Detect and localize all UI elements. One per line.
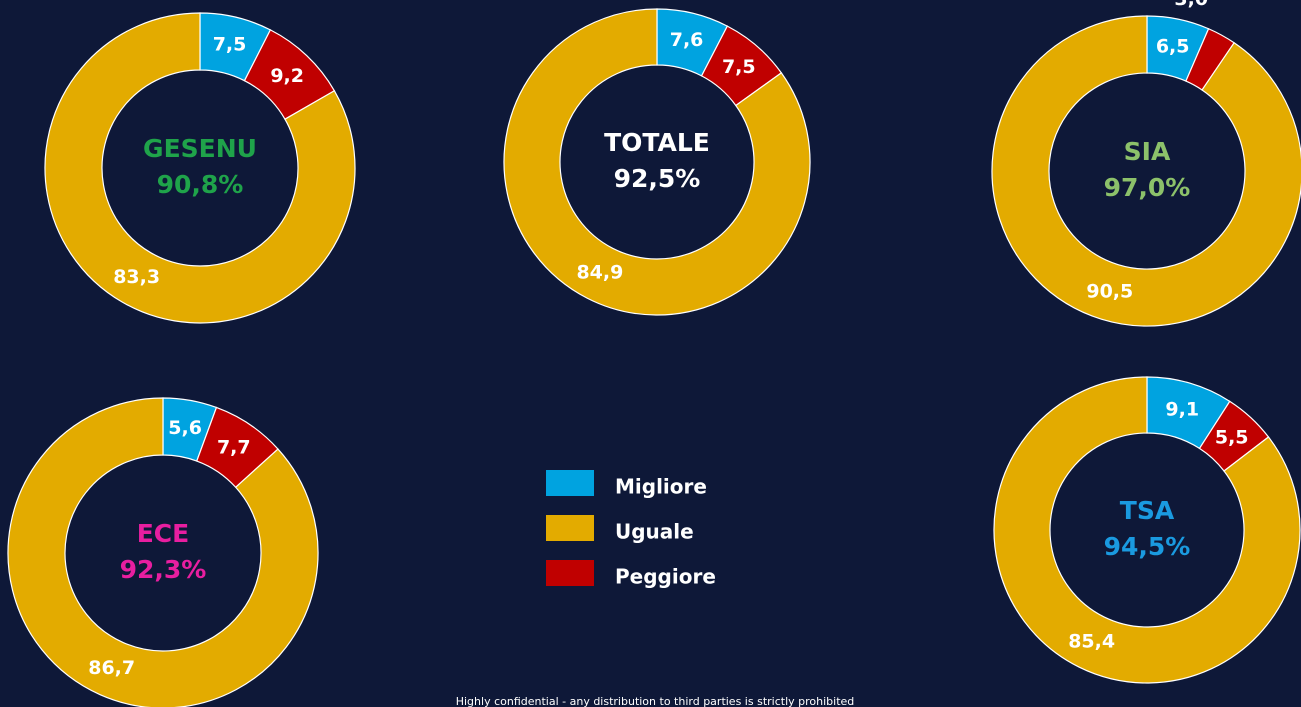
- center-value: 92,3%: [120, 555, 207, 584]
- value-label: 9,2: [270, 65, 304, 87]
- center-value: 90,8%: [157, 170, 244, 199]
- donut-slice: [993, 376, 1301, 684]
- donut-slice: [7, 397, 319, 707]
- value-label: 9,1: [1165, 399, 1199, 421]
- donut-slice: [44, 12, 356, 324]
- center-title: SIA: [1124, 137, 1171, 166]
- footer: Highly confidential - any distribution t…: [456, 695, 855, 707]
- legend-label: Uguale: [615, 520, 694, 544]
- center-value: 92,5%: [614, 164, 701, 193]
- value-label: 5,6: [168, 417, 202, 439]
- donut-slice: [991, 15, 1301, 327]
- center-value: 97,0%: [1104, 173, 1191, 202]
- value-label: 86,7: [88, 657, 135, 679]
- value-label: 7,6: [670, 29, 704, 51]
- value-label: 7,5: [213, 33, 247, 55]
- value-label: 90,5: [1086, 280, 1133, 302]
- value-label: 5,5: [1215, 427, 1249, 449]
- center-title: ECE: [137, 519, 190, 548]
- center-title: TSA: [1120, 496, 1175, 525]
- value-label: 85,4: [1068, 631, 1115, 653]
- value-label: 83,3: [113, 266, 160, 288]
- legend-label: Migliore: [615, 475, 707, 499]
- value-label: 3,0: [1174, 0, 1208, 10]
- value-label: 7,5: [722, 56, 756, 78]
- value-label: 84,9: [576, 262, 623, 284]
- legend-swatch: [546, 560, 594, 586]
- value-label: 7,7: [217, 437, 251, 459]
- value-label: 6,5: [1156, 36, 1190, 58]
- donut-slice: [503, 8, 811, 316]
- center-title: TOTALE: [604, 128, 710, 157]
- center-title: GESENU: [143, 134, 257, 163]
- legend-label: Peggiore: [615, 565, 716, 589]
- legend-swatch: [546, 470, 594, 496]
- center-value: 94,5%: [1104, 532, 1191, 561]
- legend-swatch: [546, 515, 594, 541]
